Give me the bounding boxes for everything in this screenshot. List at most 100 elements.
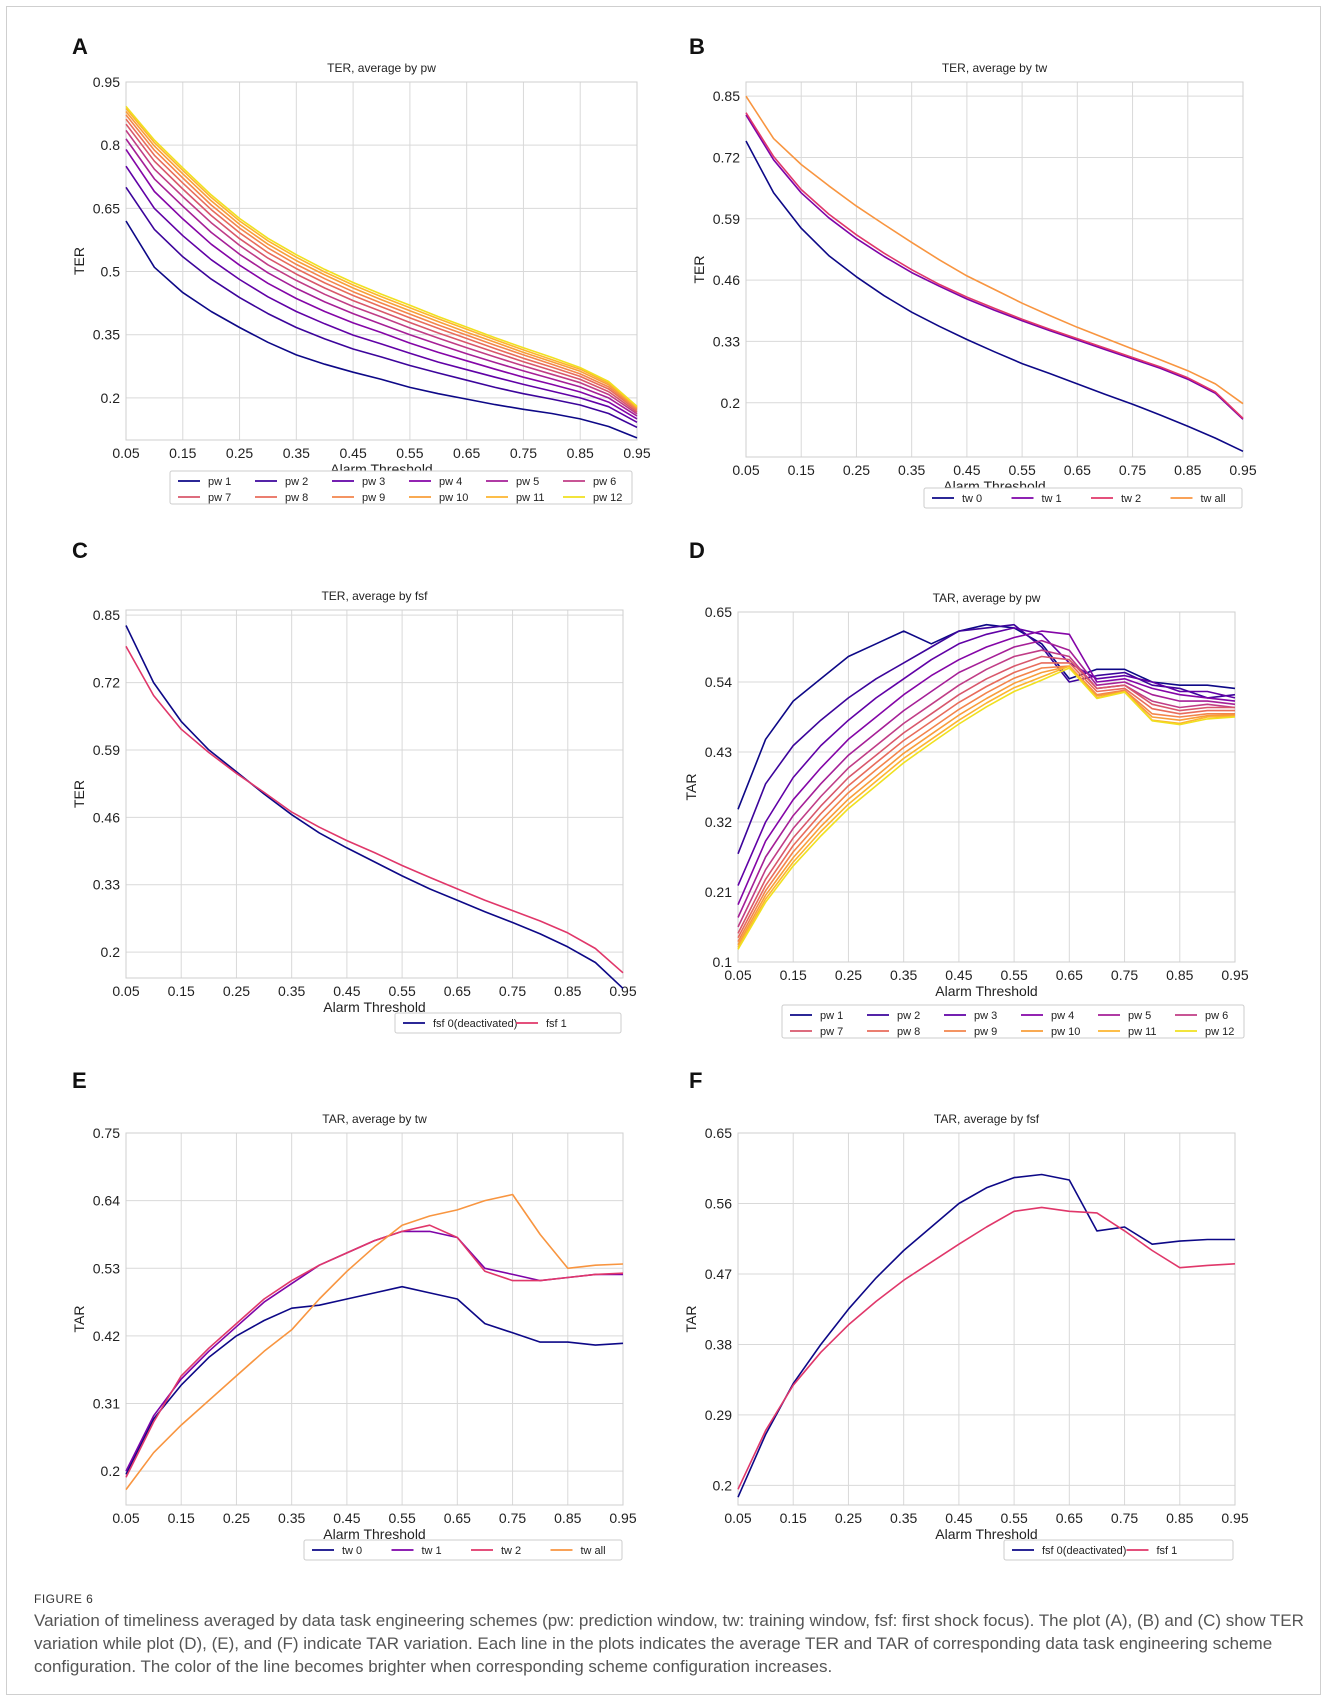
series-line-tw-all	[125, 1193, 624, 1491]
y-tick-label: 0.59	[93, 742, 120, 758]
y-tick-label: 0.33	[93, 877, 120, 893]
x-tick-label: 0.35	[278, 983, 305, 999]
series-line-pw-4	[125, 148, 638, 420]
y-axis-label: TAR	[71, 1306, 87, 1333]
x-tick-label: 0.55	[1008, 462, 1035, 478]
legend-label: pw 7	[208, 492, 231, 504]
series-line-pw-8	[125, 118, 638, 412]
series-line-tw-0	[745, 140, 1244, 453]
series-line-pw-7	[125, 123, 638, 413]
plot-area	[125, 609, 624, 979]
x-tick-label: 0.45	[333, 983, 360, 999]
chart-c: 0.05 0.15 0.25 0.35 0.45 0.55 0.65 0.75 0.85 0.95…	[71, 589, 637, 1034]
y-tick-label: 0.29	[705, 1407, 732, 1423]
plot-area	[125, 81, 638, 441]
x-tick-label: 0.75	[510, 445, 537, 461]
y-tick-label: 0.2	[713, 1477, 733, 1493]
x-tick-label: 0.45	[945, 1510, 972, 1526]
plot-area	[125, 1132, 624, 1506]
chart-title: TER, average by fsf	[321, 589, 428, 603]
y-tick-label: 0.5	[101, 264, 121, 280]
chart-e: 0.05 0.15 0.25 0.35 0.45 0.55 0.65 0.75 0.85 0.95…	[71, 1112, 637, 1561]
legend-label: tw all	[1201, 493, 1226, 505]
legend-label: tw 2	[501, 1545, 521, 1557]
series-line-pw-12	[737, 667, 1236, 950]
legend-label: pw 8	[897, 1026, 920, 1038]
y-axis-label: TER	[691, 256, 707, 284]
panel-letter-d: D	[689, 538, 705, 563]
x-axis-label: Alarm Threshold	[935, 983, 1037, 999]
x-tick-label: 0.75	[1111, 1510, 1138, 1526]
x-tick-label: 0.25	[835, 967, 862, 983]
x-tick-label: 0.45	[333, 1510, 360, 1526]
x-tick-label: 0.95	[1229, 462, 1256, 478]
legend-label: pw 2	[285, 476, 308, 488]
series-line-pw-9	[125, 114, 638, 410]
series-line-pw-9	[737, 665, 1235, 942]
x-tick-label: 0.85	[1174, 462, 1201, 478]
series-line-pw-6	[125, 129, 638, 415]
series-line-pw-7	[737, 655, 1235, 934]
legend-box	[303, 1539, 623, 1561]
y-tick-label: 0.43	[705, 744, 732, 760]
legend-label: pw 12	[1205, 1026, 1234, 1038]
x-tick-label: 0.35	[890, 1510, 917, 1526]
y-tick-label: 0.31	[93, 1396, 120, 1412]
legend-label: pw 4	[439, 476, 462, 488]
x-tick-label: 0.05	[724, 967, 751, 983]
legend-label: pw 10	[1051, 1026, 1080, 1038]
series-line-pw-5	[125, 138, 638, 417]
y-tick-label: 0.75	[93, 1125, 120, 1141]
legend-label: pw 6	[593, 476, 616, 488]
legend-label: pw 10	[439, 492, 468, 504]
y-tick-label: 0.2	[721, 395, 741, 411]
x-tick-label: 0.15	[168, 983, 195, 999]
x-tick-label: 0.45	[945, 967, 972, 983]
legend-label: pw 3	[362, 476, 385, 488]
y-tick-label: 0.54	[705, 674, 732, 690]
panel-letter-f: F	[689, 1068, 703, 1093]
charts-canvas: 0.05 0.15 0.25 0.35 0.45 0.55 0.65 0.75 0.85 0.95…	[71, 61, 1257, 1561]
legend-label: pw 9	[362, 492, 385, 504]
series-line-pw-11	[125, 107, 638, 408]
x-tick-label: 0.95	[609, 983, 636, 999]
y-tick-label: 0.64	[93, 1193, 120, 1209]
series-line-tw-2	[745, 112, 1244, 419]
x-tick-label: 0.65	[444, 983, 471, 999]
legend-label: pw 9	[974, 1026, 997, 1038]
y-tick-label: 0.38	[705, 1336, 732, 1352]
x-tick-label: 0.05	[732, 462, 759, 478]
x-tick-label: 0.25	[223, 983, 250, 999]
chart-a: 0.05 0.15 0.25 0.35 0.45 0.55 0.65 0.75 0.85 0.95…	[71, 61, 651, 505]
series-line-tw-0	[125, 1285, 624, 1475]
x-tick-label: 0.35	[898, 462, 925, 478]
y-tick-label: 0.53	[93, 1260, 120, 1276]
x-tick-label: 0.55	[388, 1510, 415, 1526]
x-tick-label: 0.05	[724, 1510, 751, 1526]
x-axis-label: Alarm Threshold	[935, 1526, 1037, 1542]
y-tick-label: 0.95	[93, 74, 120, 90]
legend-label: fsf 0(deactivated)	[1042, 1545, 1126, 1557]
legend-label: pw 1	[208, 476, 231, 488]
y-tick-label: 0.32	[705, 814, 732, 830]
series-line-fsf-0-deactivated-	[125, 625, 624, 989]
chart-title: TER, average by tw	[942, 61, 1048, 75]
y-tick-label: 0.85	[93, 607, 120, 623]
x-tick-label: 0.05	[112, 445, 139, 461]
legend-label: pw 11	[516, 492, 545, 504]
x-tick-label: 0.85	[1166, 1510, 1193, 1526]
y-axis-label: TER	[71, 247, 87, 275]
legend-box	[923, 487, 1243, 509]
legend-box	[169, 470, 633, 505]
y-tick-label: 0.2	[101, 944, 121, 960]
x-tick-label: 0.65	[1056, 967, 1083, 983]
series-line-tw-all	[745, 95, 1244, 405]
x-tick-label: 0.15	[780, 1510, 807, 1526]
series-line-pw-8	[737, 662, 1235, 939]
legend-label: tw 0	[342, 1545, 362, 1557]
x-tick-label: 0.55	[1000, 967, 1027, 983]
y-tick-label: 0.72	[713, 149, 740, 165]
panel-letter-a: A	[72, 34, 88, 59]
series-line-pw-2	[737, 623, 1236, 855]
